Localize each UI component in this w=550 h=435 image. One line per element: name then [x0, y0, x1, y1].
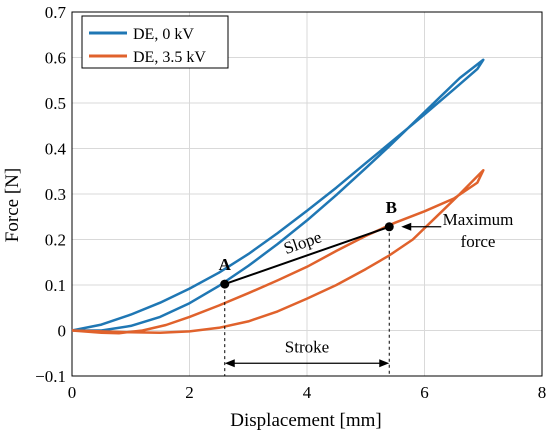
point-b-label: B	[386, 198, 397, 217]
point-b-marker	[384, 222, 394, 232]
stroke-arrow-head-left	[224, 359, 235, 368]
y-tick-label: 0.6	[45, 49, 66, 68]
plot-frame	[71, 11, 543, 377]
x-axis-label: Displacement [mm]	[230, 410, 381, 431]
y-tick-label: 0.5	[45, 94, 66, 113]
stroke-arrow-head-right	[379, 359, 390, 368]
x-tick-label: 8	[538, 383, 547, 402]
x-tick-label: 4	[303, 383, 312, 402]
series-line-0	[71, 58, 485, 332]
x-tick-label: 6	[420, 383, 429, 402]
y-axis-label: Force [N]	[2, 168, 23, 242]
legend-label-de-3-5kv: DE, 3.5 kV	[133, 49, 206, 66]
legend: DE, 0 kV DE, 3.5 kV	[81, 15, 229, 69]
stroke-label: Stroke	[285, 337, 329, 356]
y-tick-label: 0.2	[45, 231, 66, 250]
y-tick-label: −0.1	[35, 367, 66, 386]
ticks: 0 2 4 6 8−0.100.10.20.30.40.50.60.7	[35, 3, 546, 402]
series-layer	[71, 58, 485, 335]
point-a-label: A	[219, 255, 232, 274]
x-tick-label: 0	[68, 383, 77, 402]
max-force-label-line1: Maximum	[443, 210, 514, 229]
max-force-label-line2: force	[461, 232, 496, 251]
x-tick-label: 2	[185, 383, 194, 402]
series-line-1	[71, 169, 485, 335]
point-a-marker	[220, 279, 230, 289]
y-tick-label: 0.3	[45, 185, 66, 204]
y-tick-label: 0.1	[45, 276, 66, 295]
legend-label-de-0kv: DE, 0 kV	[133, 26, 194, 43]
legend-box	[81, 15, 229, 69]
max-force-arrow-head	[401, 222, 412, 231]
y-tick-label: 0.7	[45, 3, 67, 22]
y-tick-label: 0.4	[45, 140, 67, 159]
slope-label: Slope	[281, 227, 324, 258]
annotations: A B Slope Maximum force Stroke	[219, 198, 514, 376]
y-tick-label: 0	[58, 322, 67, 341]
slope-line	[224, 225, 390, 286]
